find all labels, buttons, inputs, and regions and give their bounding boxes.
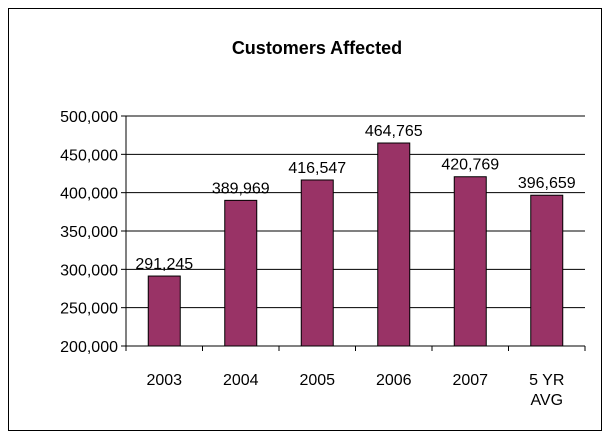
x-tick-label: 2006: [376, 372, 412, 389]
data-label: 420,769: [441, 157, 499, 174]
x-tick-label-line: 2004: [223, 372, 259, 389]
x-tick-label: 2005: [299, 372, 335, 389]
bar: [453, 176, 487, 347]
x-tick-label: 5 YR AVG: [529, 372, 564, 409]
data-label: 396,659: [518, 175, 576, 192]
y-tick-label: 300,000: [60, 262, 118, 279]
data-label: 389,969: [212, 180, 270, 197]
x-tick-label-line: 5 YR: [529, 372, 564, 389]
x-tick-label: 2004: [223, 372, 259, 389]
bar: [147, 275, 181, 347]
x-tick-labels: 2003 2004 2005 2006 2007 5 YR AVG: [146, 372, 564, 409]
data-label: 464,765: [365, 123, 423, 140]
y-tick-label: 250,000: [60, 301, 118, 318]
y-tick-label: 500,000: [60, 109, 118, 126]
x-tick-label-line: AVG: [530, 392, 563, 409]
x-tick-label: 2007: [452, 372, 488, 389]
y-tick-label: 350,000: [60, 224, 118, 241]
bar: [377, 142, 411, 347]
x-tick-label-line: 2003: [146, 372, 182, 389]
chart-title: Customers Affected: [232, 38, 402, 58]
data-label: 416,547: [288, 160, 346, 177]
y-tick-label: 450,000: [60, 147, 118, 164]
bar: [530, 194, 564, 347]
bar: [300, 179, 334, 347]
gridlines: [126, 115, 585, 309]
bars: [147, 142, 564, 347]
x-tick-label-line: 2006: [376, 372, 412, 389]
x-tick-label: 2003: [146, 372, 182, 389]
data-labels: 291,245 389,969 416,547 464,765 420,769 396,6…: [135, 123, 575, 273]
y-tick-labels: 200,000 250,000 300,000 350,000 400,000 450,0…: [60, 109, 118, 356]
y-tick-label: 400,000: [60, 186, 118, 203]
x-tick-label-line: 2005: [299, 372, 335, 389]
bar: [224, 199, 258, 347]
axes: [121, 115, 586, 351]
y-tick-label: 200,000: [60, 339, 118, 356]
data-label: 291,245: [135, 256, 193, 273]
x-tick-label-line: 2007: [452, 372, 488, 389]
